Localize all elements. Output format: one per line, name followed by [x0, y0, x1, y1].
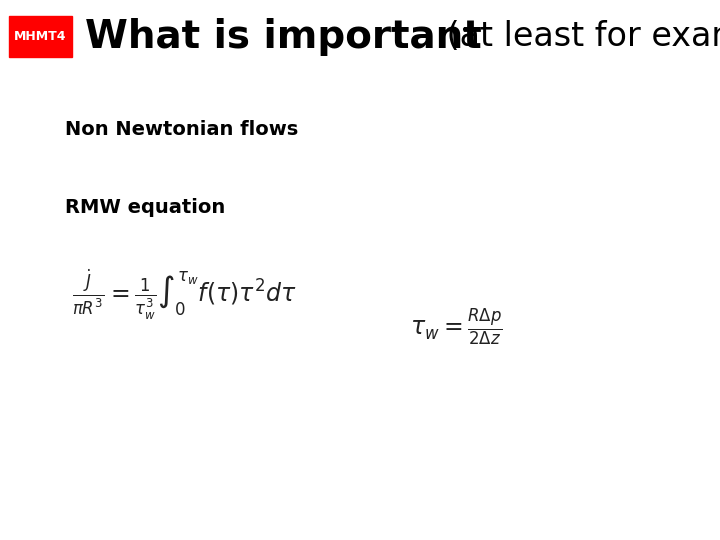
Text: What is important: What is important: [85, 18, 482, 56]
Text: (at least for exam): (at least for exam): [436, 20, 720, 53]
Text: MHMT4: MHMT4: [14, 30, 66, 43]
Text: $\tau_w = \frac{R\Delta p}{2\Delta z}$: $\tau_w = \frac{R\Delta p}{2\Delta z}$: [410, 306, 503, 347]
Text: RMW equation: RMW equation: [65, 198, 225, 218]
Text: $\frac{\dot{J}}{\pi R^3} = \frac{1}{\tau_w^3}\int_0^{\tau_w} f(\tau)\tau^2 d\tau: $\frac{\dot{J}}{\pi R^3} = \frac{1}{\tau…: [72, 267, 297, 322]
Text: Non Newtonian flows: Non Newtonian flows: [65, 120, 298, 139]
